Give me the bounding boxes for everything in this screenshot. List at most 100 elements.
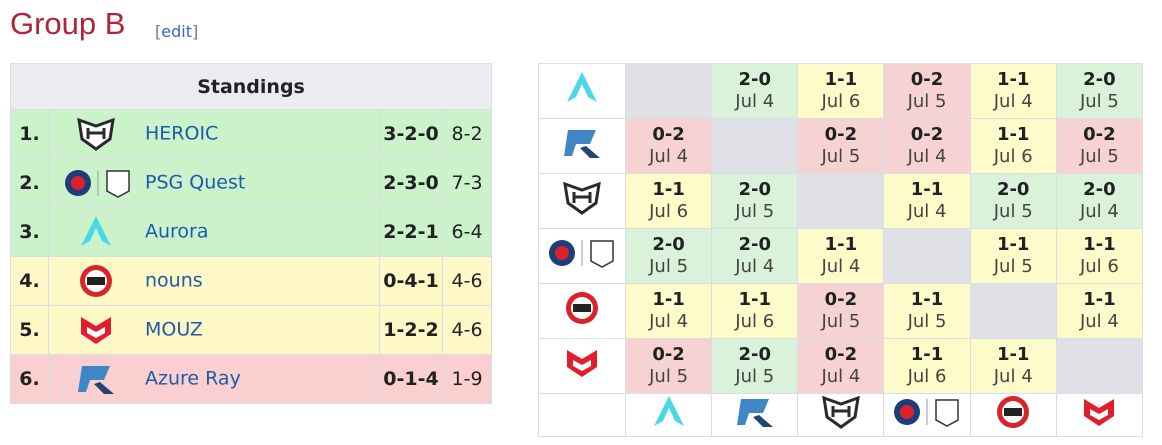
match-cell: 0-2 Jul 5 [797,283,885,339]
match-date: Jul 5 [1079,91,1119,112]
match-date: Jul 6 [649,201,689,222]
rank: 3. [10,207,49,257]
team-cell: MOUZ [48,305,380,355]
match-date: Jul 4 [907,146,947,167]
match-score: 0-2 [824,344,858,365]
match-date: Jul 6 [821,91,861,112]
match-cell: 2-0 Jul 5 [624,228,713,284]
match-score: 1-1 [652,289,685,310]
match-date: Jul 4 [649,311,689,332]
match-score: 2-0 [1083,179,1116,200]
map-score: 4-6 [441,305,493,355]
match-score: 0-2 [824,289,858,310]
match-score: 1-1 [652,179,685,200]
match-score: 1-1 [996,234,1030,255]
map-score: 7-3 [441,158,493,208]
match-cell: 0-2 Jul 4 [797,338,885,394]
team-logo [49,117,145,151]
col-team-logo [969,393,1057,437]
match-date: Jul 5 [907,91,947,112]
group-title: Group B [10,6,126,41]
match-date: Jul 5 [649,256,689,277]
crosstable-row: 2-0 Jul 5 2-0 Jul 4 1-1 Jul 4 1-1 Jul 5 1-1 Jul 6 [538,228,1144,284]
row-team-logo [538,63,626,119]
match-date: Jul 5 [735,201,775,222]
crosstable-row: 1-1 Jul 6 2-0 Jul 5 1-1 Jul 4 2-0 Jul 5 2-0 Jul 4 [538,173,1144,229]
rank: 2. [10,158,49,208]
record: 0-4-1 [379,256,443,306]
match-cell: 1-1 Jul 6 [1055,228,1144,284]
record: 2-2-1 [379,207,443,257]
match-cell: 1-1 Jul 4 [883,173,971,229]
match-cell: 2-0 Jul 5 [711,173,799,229]
rank: 6. [10,354,49,404]
match-date: Jul 4 [993,91,1033,112]
match-score: 0-2 [910,69,944,90]
match-score: 1-1 [824,234,858,255]
logo-graphic [736,399,773,427]
team-cell: PSG Quest [48,158,380,208]
match-date: Jul 5 [907,311,947,332]
standing-row: 3. Aurora 2-2-1 6-4 [10,207,493,257]
match-date: Jul 4 [1079,311,1119,332]
row-team-logo [538,283,626,339]
match-date: Jul 4 [1079,201,1119,222]
logo-graphic [77,117,115,151]
match-score: 0-2 [652,124,685,145]
match-score: 2-0 [738,69,771,90]
team-logo [49,314,145,346]
match-date: Jul 6 [907,366,947,387]
match-score: 0-2 [1083,124,1116,145]
row-team-logo [538,338,626,394]
match-score: 1-1 [1083,289,1116,310]
diagonal-cell [711,118,799,174]
crosstable-row: 1-1 Jul 4 1-1 Jul 6 0-2 Jul 5 1-1 Jul 5 1-1 Jul 4 [538,283,1144,339]
crosstable-row: 0-2 Jul 5 2-0 Jul 5 0-2 Jul 4 1-1 Jul 6 1-1 Jul 4 [538,338,1144,394]
team-cell: HEROIC [48,109,380,159]
map-score: 6-4 [441,207,493,257]
match-date: Jul 6 [993,146,1033,167]
team-name: nouns [145,269,203,292]
match-score: 2-0 [738,179,771,200]
col-team-logo [883,393,971,437]
diagonal-cell [969,283,1057,339]
team-logo [49,362,145,396]
match-cell: 1-1 Jul 5 [969,228,1057,284]
team-name: HEROIC [145,122,219,145]
match-cell: 2-0 Jul 4 [711,228,799,284]
record: 1-2-2 [379,305,443,355]
match-date: Jul 4 [821,366,861,387]
logo-graphic [1084,399,1115,426]
match-date: Jul 5 [735,366,775,387]
match-cell: 1-1 Jul 4 [1055,283,1144,339]
match-cell: 1-1 Jul 6 [969,118,1057,174]
match-cell: 0-2 Jul 5 [797,118,885,174]
match-date: Jul 5 [1079,146,1119,167]
column-logos [538,393,1144,437]
map-score: 4-6 [441,256,493,306]
match-score: 1-1 [996,344,1030,365]
col-team-logo [624,393,713,437]
record: 0-1-4 [379,354,443,404]
match-cell: 1-1 Jul 4 [624,283,713,339]
match-cell: 1-1 Jul 5 [883,283,971,339]
match-cell: 0-2 Jul 4 [883,118,971,174]
logo-graphic [566,292,598,324]
logo-graphic [80,265,112,297]
standings-table: Standings 1. HEROIC 3-2-0 8-2 2. PSG Quest 2-3… [9,63,493,404]
record: 3-2-0 [379,109,443,159]
bracket: ] [191,22,199,41]
match-cell: 0-2 Jul 5 [883,63,971,119]
match-cell: 2-0 Jul 4 [1055,173,1144,229]
col-team-logo [1055,393,1144,437]
edit-link[interactable]: edit [161,22,192,41]
team-name: Aurora [145,220,209,243]
match-cell: 2-0 Jul 5 [969,173,1057,229]
match-score: 1-1 [824,69,858,90]
diagonal-cell [1055,338,1144,394]
match-score: 1-1 [996,69,1030,90]
standing-row: 6. Azure Ray 0-1-4 1-9 [10,354,493,404]
team-cell: Aurora [48,207,380,257]
crosstable: 2-0 Jul 4 1-1 Jul 6 0-2 Jul 5 1-1 Jul 4 2-0 Jul 5… [538,63,1144,437]
team-logo [49,214,145,250]
